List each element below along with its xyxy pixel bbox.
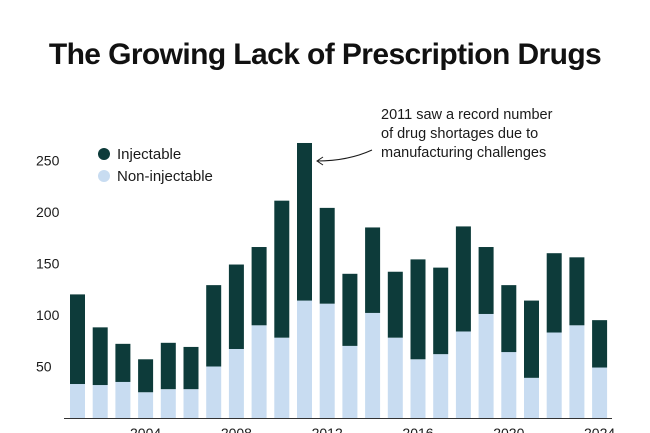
bar-non-injectable-2001 xyxy=(70,384,85,418)
annotation-arrow-head xyxy=(316,156,324,166)
bar-non-injectable-2017 xyxy=(433,354,449,418)
bar-non-injectable-2008 xyxy=(228,348,244,418)
annotation-text: of drug shortages due to xyxy=(381,126,538,142)
bar-non-injectable-2002 xyxy=(92,385,108,418)
y-tick-label: 50 xyxy=(36,359,52,375)
annotation-text: manufacturing challenges xyxy=(381,145,546,161)
bar-injectable-2024 xyxy=(592,320,608,368)
bar-injectable-2012 xyxy=(319,207,335,304)
bar-injectable-2017 xyxy=(433,267,449,355)
bar-non-injectable-2011 xyxy=(297,300,312,418)
x-tick-label: 2020 xyxy=(493,425,524,433)
legend-label: Injectable xyxy=(117,146,181,163)
bar-non-injectable-2007 xyxy=(206,366,222,418)
bar-injectable-2023 xyxy=(569,257,585,326)
legend-label: Non-injectable xyxy=(117,168,213,185)
bar-non-injectable-2010 xyxy=(274,337,290,418)
bar-non-injectable-2020 xyxy=(501,352,517,418)
y-tick-label: 100 xyxy=(36,307,60,323)
legend-swatch-injectable xyxy=(98,148,110,160)
bar-non-injectable-2006 xyxy=(183,389,199,418)
legend: Injectable Non-injectable xyxy=(98,146,213,185)
bar-non-injectable-2009 xyxy=(251,325,267,418)
bar-injectable-2011 xyxy=(297,142,312,301)
bar-non-injectable-2018 xyxy=(455,331,471,418)
x-tick-label: 2008 xyxy=(221,425,252,433)
bar-injectable-2005 xyxy=(160,342,176,390)
bar-non-injectable-2023 xyxy=(569,325,585,418)
bar-injectable-2020 xyxy=(501,285,517,353)
bar-injectable-2004 xyxy=(138,359,154,393)
bar-injectable-2018 xyxy=(455,226,471,332)
bar-non-injectable-2022 xyxy=(546,332,562,418)
bar-non-injectable-2024 xyxy=(592,367,608,418)
bar-non-injectable-2012 xyxy=(319,303,335,418)
bars xyxy=(70,142,608,418)
annotation-arrow-line xyxy=(316,149,373,162)
y-tick-label: 250 xyxy=(36,153,60,169)
annotation-text: 2011 saw a record number xyxy=(381,107,553,123)
bar-injectable-2003 xyxy=(115,343,131,382)
chart-title: The Growing Lack of Prescription Drugs xyxy=(48,38,602,71)
bar-non-injectable-2014 xyxy=(365,312,381,418)
annotation: 2011 saw a record number of drug shortage… xyxy=(316,107,553,166)
bar-non-injectable-2021 xyxy=(524,377,539,418)
bar-injectable-2001 xyxy=(70,294,85,385)
legend-swatch-non-injectable xyxy=(98,170,110,182)
bar-non-injectable-2013 xyxy=(342,345,358,418)
bar-non-injectable-2004 xyxy=(138,392,154,418)
bar-injectable-2008 xyxy=(228,264,244,349)
bar-non-injectable-2016 xyxy=(410,359,426,418)
y-axis: 50 100 150 200 250 xyxy=(36,153,60,375)
bar-non-injectable-2015 xyxy=(387,337,403,418)
x-tick-label: 2024 xyxy=(584,425,615,433)
bar-injectable-2022 xyxy=(546,253,562,333)
bar-non-injectable-2003 xyxy=(115,381,131,418)
bar-injectable-2013 xyxy=(342,273,358,346)
x-tick-label: 2004 xyxy=(130,425,161,433)
bar-non-injectable-2005 xyxy=(160,389,176,418)
bar-injectable-2002 xyxy=(92,327,108,386)
bar-injectable-2019 xyxy=(478,247,494,314)
bar-injectable-2009 xyxy=(251,247,267,326)
bar-injectable-2006 xyxy=(183,346,199,390)
y-tick-label: 200 xyxy=(36,204,60,220)
y-tick-label: 150 xyxy=(36,256,60,272)
bar-injectable-2021 xyxy=(524,300,539,378)
bar-injectable-2010 xyxy=(274,200,290,338)
x-axis: 2004 2008 2012 2016 2020 2024 xyxy=(130,425,615,433)
x-tick-label: 2012 xyxy=(312,425,343,433)
x-tick-label: 2016 xyxy=(402,425,433,433)
bar-injectable-2014 xyxy=(365,227,381,313)
bar-non-injectable-2019 xyxy=(478,313,494,418)
bar-injectable-2016 xyxy=(410,259,426,360)
bar-injectable-2015 xyxy=(387,271,403,338)
bar-injectable-2007 xyxy=(206,285,222,367)
